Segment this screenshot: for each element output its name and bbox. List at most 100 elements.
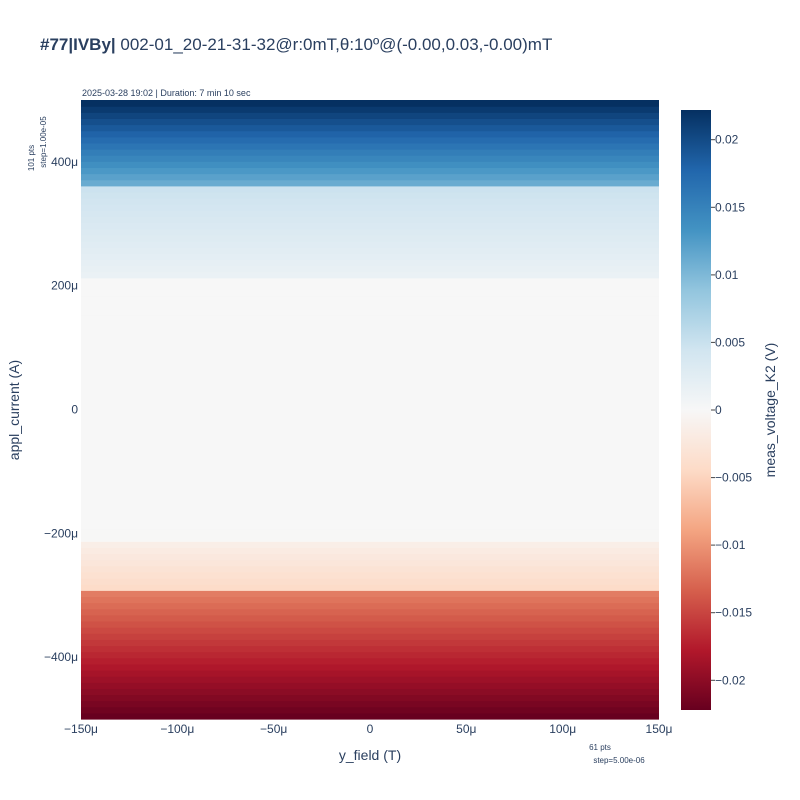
- x-step-note: step=5.00e-06: [593, 756, 645, 765]
- y-axis-title: appl_current (A): [6, 360, 22, 460]
- heatmap-row: [81, 345, 659, 352]
- heatmap-row: [81, 682, 659, 689]
- y-tick-label: 400μ: [51, 155, 78, 169]
- heatmap-row: [81, 467, 659, 475]
- heatmap-row: [81, 639, 659, 647]
- y-tick-label: 0: [71, 403, 78, 417]
- heatmap-row: [81, 271, 659, 279]
- heatmap-row: [81, 578, 659, 585]
- heatmap-row: [81, 124, 659, 132]
- heatmap-row: [81, 473, 659, 481]
- heatmap-row: [81, 602, 659, 610]
- heatmap-row: [81, 222, 659, 230]
- heatmap-row: [81, 418, 659, 426]
- heatmap-row: [81, 320, 659, 328]
- heatmap-row: [81, 443, 659, 450]
- heatmap-row: [81, 430, 659, 438]
- heatmap-row: [81, 161, 659, 169]
- heatmap-row: [81, 375, 659, 383]
- heatmap-row: [81, 228, 659, 236]
- heatmap-row: [81, 608, 659, 616]
- x-axis-title: y_field (T): [339, 747, 401, 763]
- heatmap-row: [81, 651, 659, 659]
- colorbar-tick-label: 0.015: [715, 200, 745, 214]
- heatmap-row: [81, 167, 659, 175]
- x-tick-label: 100μ: [549, 722, 576, 736]
- chart-subtitle: 2025-03-28 19:02 | Duration: 7 min 10 se…: [82, 88, 251, 98]
- heatmap-row: [81, 259, 659, 267]
- colorbar: [681, 110, 711, 710]
- heatmap-row: [81, 198, 659, 205]
- heatmap-row: [81, 332, 659, 340]
- heatmap-row: [81, 657, 659, 665]
- x-tick-label: 0: [367, 722, 374, 736]
- colorbar-tick-label: −0.015: [715, 606, 752, 620]
- colorbar-tick-label: −0.02: [715, 673, 746, 687]
- heatmap-row: [81, 369, 659, 377]
- heatmap-row: [81, 240, 659, 248]
- heatmap-row: [81, 529, 659, 536]
- colorbar-tick-label: 0.005: [715, 335, 745, 349]
- x-points-note: 61 pts: [589, 743, 611, 752]
- heatmap-row: [81, 559, 659, 567]
- heatmap-row: [81, 381, 659, 389]
- heatmap-row: [81, 522, 659, 530]
- heatmap-row: [81, 553, 659, 561]
- y-axis-ticks: −400μ −200μ 0 200μ 400μ: [44, 155, 78, 664]
- heatmap-row: [81, 627, 659, 634]
- heatmap-row: [81, 357, 659, 365]
- x-tick-label: 50μ: [456, 722, 476, 736]
- heatmap-row: [81, 596, 659, 604]
- heatmap-row: [81, 136, 659, 144]
- x-axis-ticks: −150μ −100μ −50μ 0 50μ 100μ 150μ: [64, 722, 673, 736]
- heatmap-row: [81, 645, 659, 653]
- heatmap-row: [81, 614, 659, 622]
- colorbar-tick-label: 0: [715, 403, 722, 417]
- chart-title: #77|IVBy| 002-01_20-21-31-32@r:0mT,θ:10º…: [40, 35, 552, 54]
- chart-title-bold: #77|IVBy|: [40, 35, 116, 54]
- heatmap-row: [81, 492, 659, 499]
- heatmap-row: [81, 479, 659, 487]
- heatmap-row: [81, 112, 659, 119]
- heatmap-row: [81, 406, 659, 414]
- heatmap-row: [81, 571, 659, 579]
- y-tick-label: −400μ: [44, 650, 78, 664]
- heatmap-row: [81, 326, 659, 334]
- heatmap-row: [81, 173, 659, 181]
- heatmap-row: [81, 191, 659, 199]
- heatmap-row: [81, 149, 659, 156]
- heatmap-row: [81, 400, 659, 408]
- heatmap-row: [81, 339, 659, 346]
- heatmap-row: [81, 289, 659, 297]
- heatmap-row: [81, 296, 659, 303]
- heatmap-row: [81, 308, 659, 316]
- heatmap-row: [81, 234, 659, 242]
- colorbar-tick-label: −0.005: [715, 471, 752, 485]
- heatmap-row: [81, 498, 659, 506]
- heatmap-row: [81, 565, 659, 573]
- heatmap-row: [81, 363, 659, 371]
- heatmap-row: [81, 633, 659, 640]
- colorbar-tick-label: 0.02: [715, 133, 739, 147]
- heatmap-row: [81, 142, 659, 150]
- heatmap-row: [81, 130, 659, 138]
- heatmap-row: [81, 277, 659, 285]
- heatmap-row: [81, 204, 659, 211]
- heatmap-row: [81, 712, 659, 720]
- heatmap-row: [81, 118, 659, 126]
- heatmap-row: [81, 688, 659, 696]
- x-tick-label: 150μ: [646, 722, 673, 736]
- heatmap-row: [81, 706, 659, 714]
- heatmap-row: [81, 461, 659, 469]
- heatmap-row: [81, 449, 659, 457]
- heatmap-row: [81, 510, 659, 518]
- heatmap-row: [81, 155, 659, 162]
- heatmap-row: [81, 424, 659, 432]
- x-tick-label: −50μ: [260, 722, 287, 736]
- heatmap-row: [81, 620, 659, 628]
- heatmap-row: [81, 541, 659, 548]
- heatmap-row: [81, 504, 659, 512]
- heatmap-row: [81, 516, 659, 524]
- heatmap-row: [81, 265, 659, 273]
